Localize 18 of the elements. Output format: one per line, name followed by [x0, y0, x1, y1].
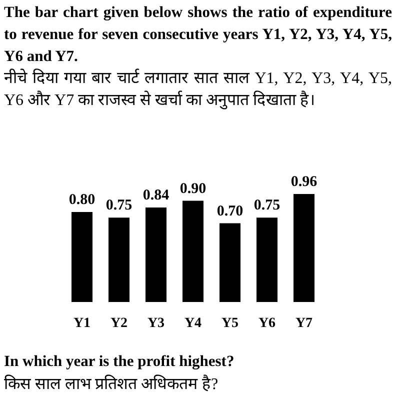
x-tick-label: Y1 — [73, 316, 91, 331]
x-tick-label: Y7 — [295, 316, 313, 331]
chart-subtitle: नीचे दिया गया बार चार्ट लगातार सात साल Y1, Y2, Y3, Y4, Y5, Y6 और Y7 का राजस्व से खर्चा का अनुपात दिखाता है। — [4, 68, 392, 112]
data-label: 0.75 — [254, 198, 280, 214]
data-label: 0.80 — [68, 192, 96, 208]
data-label: 0.70 — [216, 203, 244, 220]
text: In which year is the profit highest? — [4, 352, 236, 372]
x-tick-label: Y5 — [221, 316, 239, 331]
text: किस साल लाभ प्रतिशत अधिकतम है? — [4, 374, 220, 395]
data-label: 0.75 — [106, 198, 132, 214]
x-tick-label: Y2 — [110, 316, 128, 331]
chart-title: The bar chart given below shows the ratio of expenditure to revenue for seven consecutive years Y1, Y2, Y3, Y4, Y5, Y6 and Y7. — [4, 3, 392, 67]
x-tick-label: Y6 — [258, 316, 276, 331]
x-tick-label: Y4 — [184, 316, 202, 331]
data-label: 0.90 — [180, 180, 206, 197]
data-label: 0.84 — [142, 188, 170, 204]
data-label: 0.96 — [290, 174, 318, 190]
x-tick-label: Y3 — [147, 316, 165, 331]
